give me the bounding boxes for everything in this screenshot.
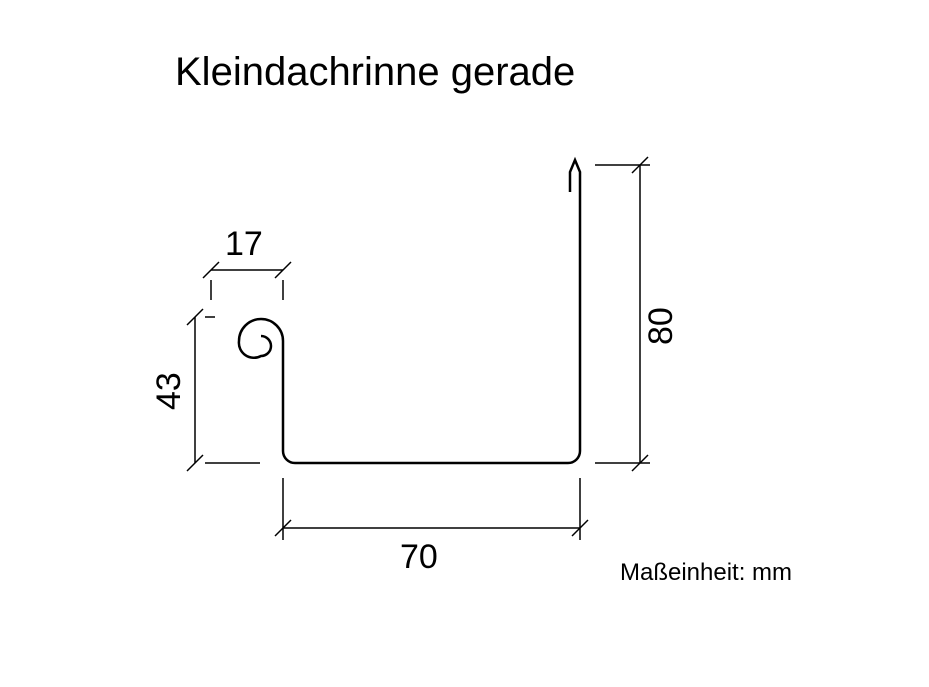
dimension-17: 17 bbox=[203, 225, 291, 300]
dimension-70: 70 bbox=[275, 478, 588, 576]
dim-17-label: 17 bbox=[225, 225, 263, 263]
dim-70-label: 70 bbox=[400, 538, 438, 576]
unit-label: Maßeinheit: mm bbox=[620, 559, 792, 586]
dim-80-label: 80 bbox=[642, 307, 680, 345]
gutter-profile bbox=[239, 160, 580, 463]
dim-43-label: 43 bbox=[150, 372, 188, 410]
dimension-43: 43 bbox=[150, 309, 260, 471]
dimension-80: 80 bbox=[595, 157, 680, 471]
diagram-title: Kleindachrinne gerade bbox=[175, 50, 575, 94]
